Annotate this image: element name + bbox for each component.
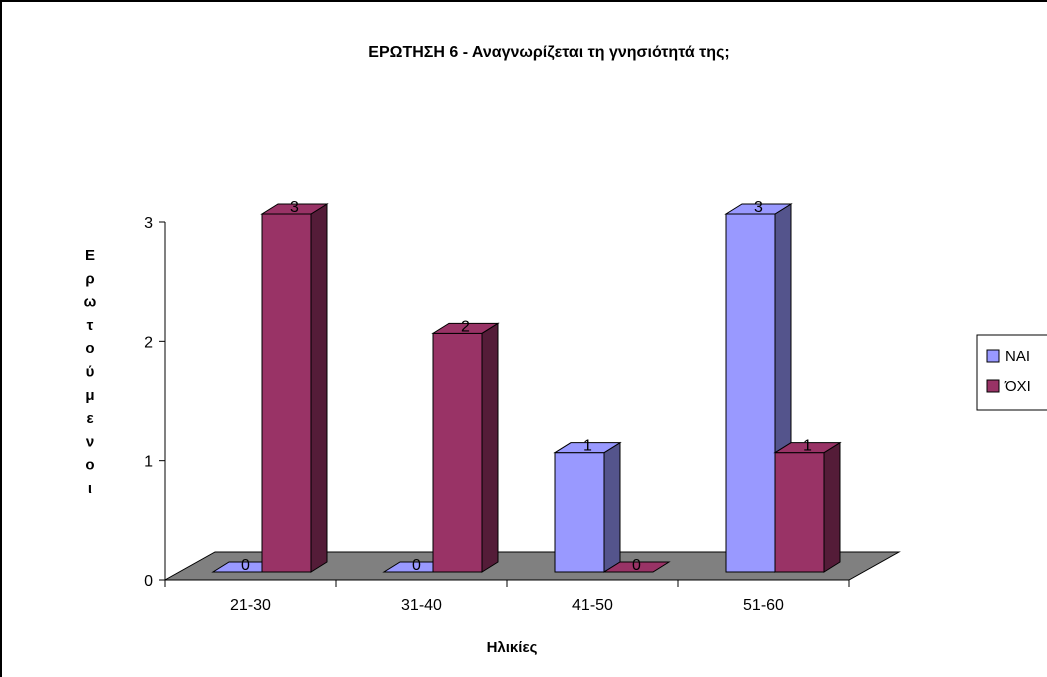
bars (211, 203, 842, 573)
bar-front (774, 452, 825, 573)
bar-top (553, 442, 622, 454)
x-tick-label: 21-30 (230, 597, 271, 614)
data-label: 3 (754, 199, 763, 216)
bar-top (602, 561, 671, 573)
bar-side (310, 203, 328, 573)
y-tick-label: 3 (144, 215, 153, 232)
y-tick-label: 1 (144, 454, 153, 471)
bar-front (554, 452, 605, 573)
data-label: 0 (241, 557, 250, 574)
bar (602, 561, 671, 573)
x-tick-label: 31-40 (401, 597, 442, 614)
bar-side (481, 322, 499, 573)
x-axis-title: Ηλικίες (487, 639, 538, 656)
bar-top (724, 203, 793, 215)
chart-title: ΕΡΩΤΗΣΗ 6 - Αναγνωρίζεται τη γνησιότητά … (368, 44, 729, 61)
bar-front (432, 332, 483, 573)
legend-label: ΝΑΙ (1005, 348, 1030, 365)
y-tick-label: 2 (144, 334, 153, 351)
legend-box (976, 334, 1047, 411)
legend-label: ΌΧΙ (1004, 378, 1031, 395)
data-label: 1 (583, 438, 592, 455)
data-label: 3 (290, 199, 299, 216)
bar-front (261, 213, 312, 573)
data-label: 0 (412, 557, 421, 574)
legend-swatch (986, 349, 1000, 363)
x-tick-label: 51-60 (743, 597, 784, 614)
bar-side (823, 441, 841, 573)
value-axis: 0 1 2 3 (144, 215, 166, 590)
bar (553, 441, 622, 573)
legend: ΝΑΙ ΌΧΙ (976, 334, 1047, 411)
bar-side (603, 441, 621, 573)
legend-swatch (986, 379, 1000, 393)
bar-top (260, 203, 329, 215)
y-tick-label: 0 (144, 573, 153, 590)
category-axis: 21-30 31-40 41-50 51-60 (164, 579, 850, 614)
data-label: 0 (632, 557, 641, 574)
bar (773, 441, 842, 573)
bar-top (773, 442, 842, 454)
data-label: 2 (461, 318, 470, 335)
bar (260, 203, 329, 573)
x-tick-label: 41-50 (572, 597, 613, 614)
bar-top (431, 322, 500, 334)
bar-front (725, 213, 776, 573)
bar (431, 322, 500, 573)
data-label: 1 (803, 438, 812, 455)
data-labels: 0 3 0 2 1 0 3 1 (241, 199, 812, 574)
